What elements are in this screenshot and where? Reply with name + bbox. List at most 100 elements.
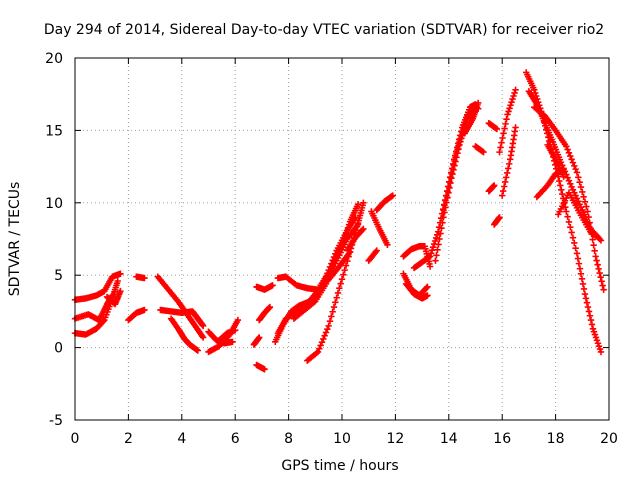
- data-point: [330, 253, 338, 261]
- data-point: [261, 366, 268, 373]
- data-point: [199, 322, 207, 330]
- series-arc-14: [253, 282, 276, 293]
- series-arc-5: [125, 306, 148, 324]
- series-arc-39: [523, 69, 605, 356]
- y-axis-label: SDTVAR / TECUs: [7, 182, 23, 297]
- data-point: [320, 335, 327, 343]
- data-point: [432, 234, 440, 242]
- data-point: [234, 316, 242, 324]
- x-tick-label: 6: [231, 431, 240, 447]
- data-point: [452, 153, 459, 161]
- data-point: [458, 132, 465, 139]
- data-point: [558, 186, 565, 193]
- data-point: [592, 253, 599, 260]
- data-point: [424, 283, 431, 290]
- data-point: [599, 282, 606, 289]
- data-point: [556, 177, 563, 185]
- data-point: [318, 338, 326, 346]
- x-tick-label: 2: [124, 431, 133, 447]
- data-point: [456, 138, 463, 146]
- x-tick-label: 18: [547, 431, 565, 447]
- data-point: [423, 284, 430, 292]
- series-arc-13: [253, 361, 268, 373]
- data-point: [579, 188, 586, 196]
- data-point: [338, 275, 346, 283]
- data-point: [595, 234, 602, 241]
- data-point: [433, 252, 440, 259]
- y-tick-label: 10: [45, 196, 63, 212]
- data-point: [564, 146, 571, 153]
- data-point: [563, 208, 570, 215]
- data-point: [490, 182, 498, 189]
- data-point: [462, 119, 469, 126]
- x-tick-label: 4: [177, 431, 186, 447]
- data-point: [568, 156, 575, 163]
- data-point: [583, 299, 591, 306]
- data-point: [500, 130, 507, 137]
- y-tick-label: 20: [45, 51, 63, 67]
- data-point: [563, 143, 570, 150]
- data-point: [565, 218, 573, 226]
- x-tick-label: 14: [440, 431, 458, 447]
- data-point: [341, 266, 348, 274]
- data-point: [434, 246, 441, 254]
- data-point: [443, 192, 450, 200]
- series-arc-4: [103, 287, 124, 308]
- data-point: [269, 282, 276, 289]
- data-point: [509, 95, 516, 103]
- series-arc-20: [304, 199, 367, 364]
- data-point: [433, 231, 441, 239]
- data-point: [497, 144, 504, 151]
- plot-frame: [74, 57, 610, 421]
- data-point: [590, 241, 597, 249]
- data-point: [572, 245, 579, 252]
- data-point: [584, 303, 592, 311]
- data-point: [316, 345, 323, 352]
- series-arc-8: [157, 306, 207, 330]
- data-point: [510, 92, 517, 100]
- series-arc-32: [461, 99, 482, 137]
- x-tick-label: 0: [71, 431, 80, 447]
- data-point: [493, 125, 501, 133]
- data-point: [372, 248, 379, 256]
- data-point: [354, 221, 362, 228]
- data-point: [322, 329, 330, 336]
- data-point: [256, 334, 263, 341]
- data-point: [141, 274, 148, 282]
- data-point: [336, 285, 343, 292]
- data-point: [232, 327, 239, 334]
- x-tick-label: 16: [493, 431, 511, 447]
- data-point: [567, 152, 574, 160]
- x-tick-label: 10: [333, 431, 351, 447]
- x-tick-label: 8: [284, 431, 293, 447]
- series-arc-9: [167, 315, 202, 354]
- data-point: [317, 342, 324, 349]
- data-point: [600, 286, 607, 293]
- data-point: [345, 253, 352, 260]
- data-point: [557, 182, 564, 189]
- data-point: [314, 348, 322, 356]
- chart-title: Day 294 of 2014, Sidereal Day-to-day VTE…: [44, 22, 604, 38]
- data-point: [569, 159, 577, 166]
- data-point: [441, 202, 448, 209]
- data-point: [498, 139, 505, 146]
- series-arc-21: [290, 221, 362, 322]
- data-point: [593, 257, 600, 264]
- data-point: [506, 160, 513, 168]
- data-point: [580, 193, 587, 201]
- series-arc-35: [485, 182, 498, 195]
- series-arc-15: [256, 303, 274, 324]
- data-point: [326, 317, 334, 325]
- data-point: [568, 229, 575, 236]
- y-tick-label: -5: [49, 413, 63, 429]
- data-point: [501, 183, 508, 190]
- data-point: [449, 165, 456, 172]
- data-point: [499, 134, 506, 142]
- data-point: [589, 236, 596, 243]
- data-point: [507, 102, 514, 109]
- data-point: [117, 270, 124, 277]
- data-point: [463, 115, 470, 123]
- data-point: [117, 287, 124, 295]
- data-point: [496, 214, 503, 221]
